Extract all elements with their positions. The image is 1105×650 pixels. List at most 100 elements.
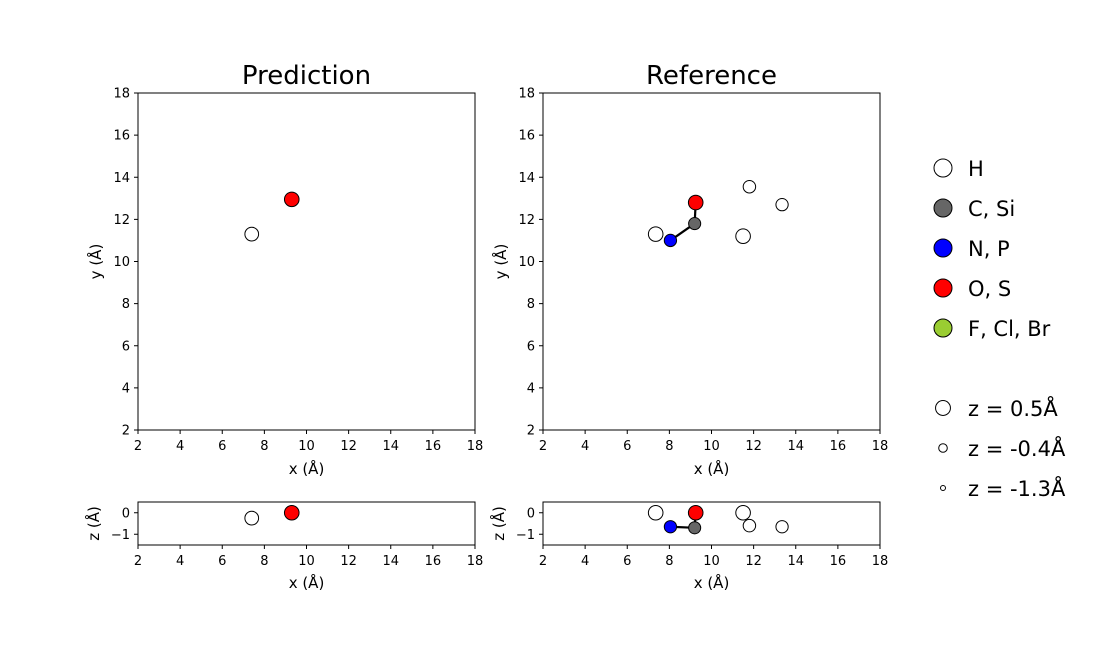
z-axis-label: z (Å) [84,506,103,541]
x-tick-label: 6 [218,554,226,569]
legend-label: N, P [968,237,1010,261]
atom-xy-h [742,180,757,194]
x-tick-label: 18 [467,554,484,569]
y-tick-label: 6 [527,339,535,354]
y-tick-label: 16 [518,129,535,144]
y-tick-label: 10 [518,255,535,270]
y-tick-label: 12 [113,213,130,228]
y-tick-label: 8 [527,297,535,312]
atom-xz-h [742,518,757,533]
y-tick-label: 14 [113,171,130,186]
chart-title: Reference [646,61,777,91]
x-tick-label: 10 [298,439,315,454]
x-tick-label: 12 [340,554,357,569]
z-tick-label: 0 [527,506,535,521]
y-axis-label: y (Å) [491,244,510,280]
y-tick-label: 4 [122,381,130,396]
x-tick-label: 8 [665,439,673,454]
x-tick-label: 2 [539,554,547,569]
y-tick-label: 12 [518,213,535,228]
x-tick-label: 10 [703,439,720,454]
y-tick-label: 6 [122,339,130,354]
atom-xz-o-s [687,504,704,521]
legend-marker-c-si [933,198,953,218]
legend-marker-o-s [933,278,953,298]
legend-label: C, Si [968,197,1015,221]
legend-size-label: z = -0.4Å [968,435,1066,461]
reference-panel: Reference 2 4 6 8 10 12 14 16 18 2 4 6 8 10 12 14 16 18 x (… [489,61,888,592]
x-axis-label: x (Å) [289,573,325,592]
xy-plot-frame [542,92,881,431]
x-tick-label: 18 [872,554,889,569]
x-tick-label: 14 [382,439,399,454]
prediction-panel: Prediction 2 4 6 8 10 12 14 16 18 2 4 6 8 10 12 14 16 18 x … [84,61,483,592]
x-tick-label: 2 [134,554,142,569]
x-tick-label: 4 [581,439,589,454]
x-tick-label: 14 [787,554,804,569]
y-axis-label: y (Å) [86,244,105,280]
atom-xy-h [735,228,751,245]
x-tick-label: 12 [745,554,762,569]
x-tick-label: 8 [260,554,268,569]
atom-xy-o-s [283,191,300,208]
legend-marker-f-cl-br [933,318,953,338]
x-tick-label: 4 [581,554,589,569]
x-tick-label: 6 [218,439,226,454]
legend-label: F, Cl, Br [968,317,1051,341]
x-tick-label: 16 [425,554,442,569]
xz-plot-frame [542,501,881,546]
legend-size-marker [938,443,948,453]
x-tick-label: 2 [134,439,142,454]
x-tick-label: 18 [872,439,889,454]
legend-size-label: z = 0.5Å [968,395,1058,421]
z-axis-label: z (Å) [489,506,508,541]
atom-xz-h [647,504,664,521]
legend-label: O, S [968,277,1011,301]
x-tick-label: 6 [623,439,631,454]
legend-marker-h [933,158,953,178]
x-tick-label: 4 [176,554,184,569]
x-axis-label: x (Å) [694,459,730,478]
x-tick-label: 16 [830,554,847,569]
x-tick-label: 12 [340,439,357,454]
atom-xy-n-p [663,233,678,248]
atom-xz-h [735,504,751,521]
y-tick-label: 18 [518,87,535,102]
legend-label: H [968,157,984,181]
chart-title: Prediction [242,61,371,91]
atom-xz-c-si [688,521,702,535]
legend-size-marker [935,400,951,416]
atom-xz-h [775,520,789,534]
x-tick-label: 2 [539,439,547,454]
atom-xz-n-p [663,520,678,534]
x-axis-label: x (Å) [694,573,730,592]
y-tick-label: 2 [527,424,535,439]
z-tick-label: 0 [122,506,130,521]
y-tick-label: 10 [113,255,130,270]
x-tick-label: 10 [703,554,720,569]
x-tick-label: 6 [623,554,631,569]
x-tick-label: 10 [298,554,315,569]
x-axis-label: x (Å) [289,459,325,478]
legend-size-marker [940,485,946,491]
x-tick-label: 4 [176,439,184,454]
y-tick-label: 16 [113,129,130,144]
legend-marker-n-p [933,238,953,258]
x-tick-label: 16 [830,439,847,454]
y-tick-label: 2 [122,424,130,439]
y-tick-label: 18 [113,87,130,102]
atom-xy-h [775,198,789,212]
x-tick-label: 14 [787,439,804,454]
atom-xy-o-s [687,194,704,211]
z-tick-label: −1 [111,528,130,543]
x-tick-label: 12 [745,439,762,454]
x-tick-label: 18 [467,439,484,454]
y-tick-label: 4 [527,381,535,396]
atom-xz-o-s [283,504,300,521]
x-tick-label: 16 [425,439,442,454]
x-tick-label: 14 [382,554,399,569]
y-tick-label: 8 [122,297,130,312]
atom-xy-c-si [688,217,702,231]
x-tick-label: 8 [665,554,673,569]
